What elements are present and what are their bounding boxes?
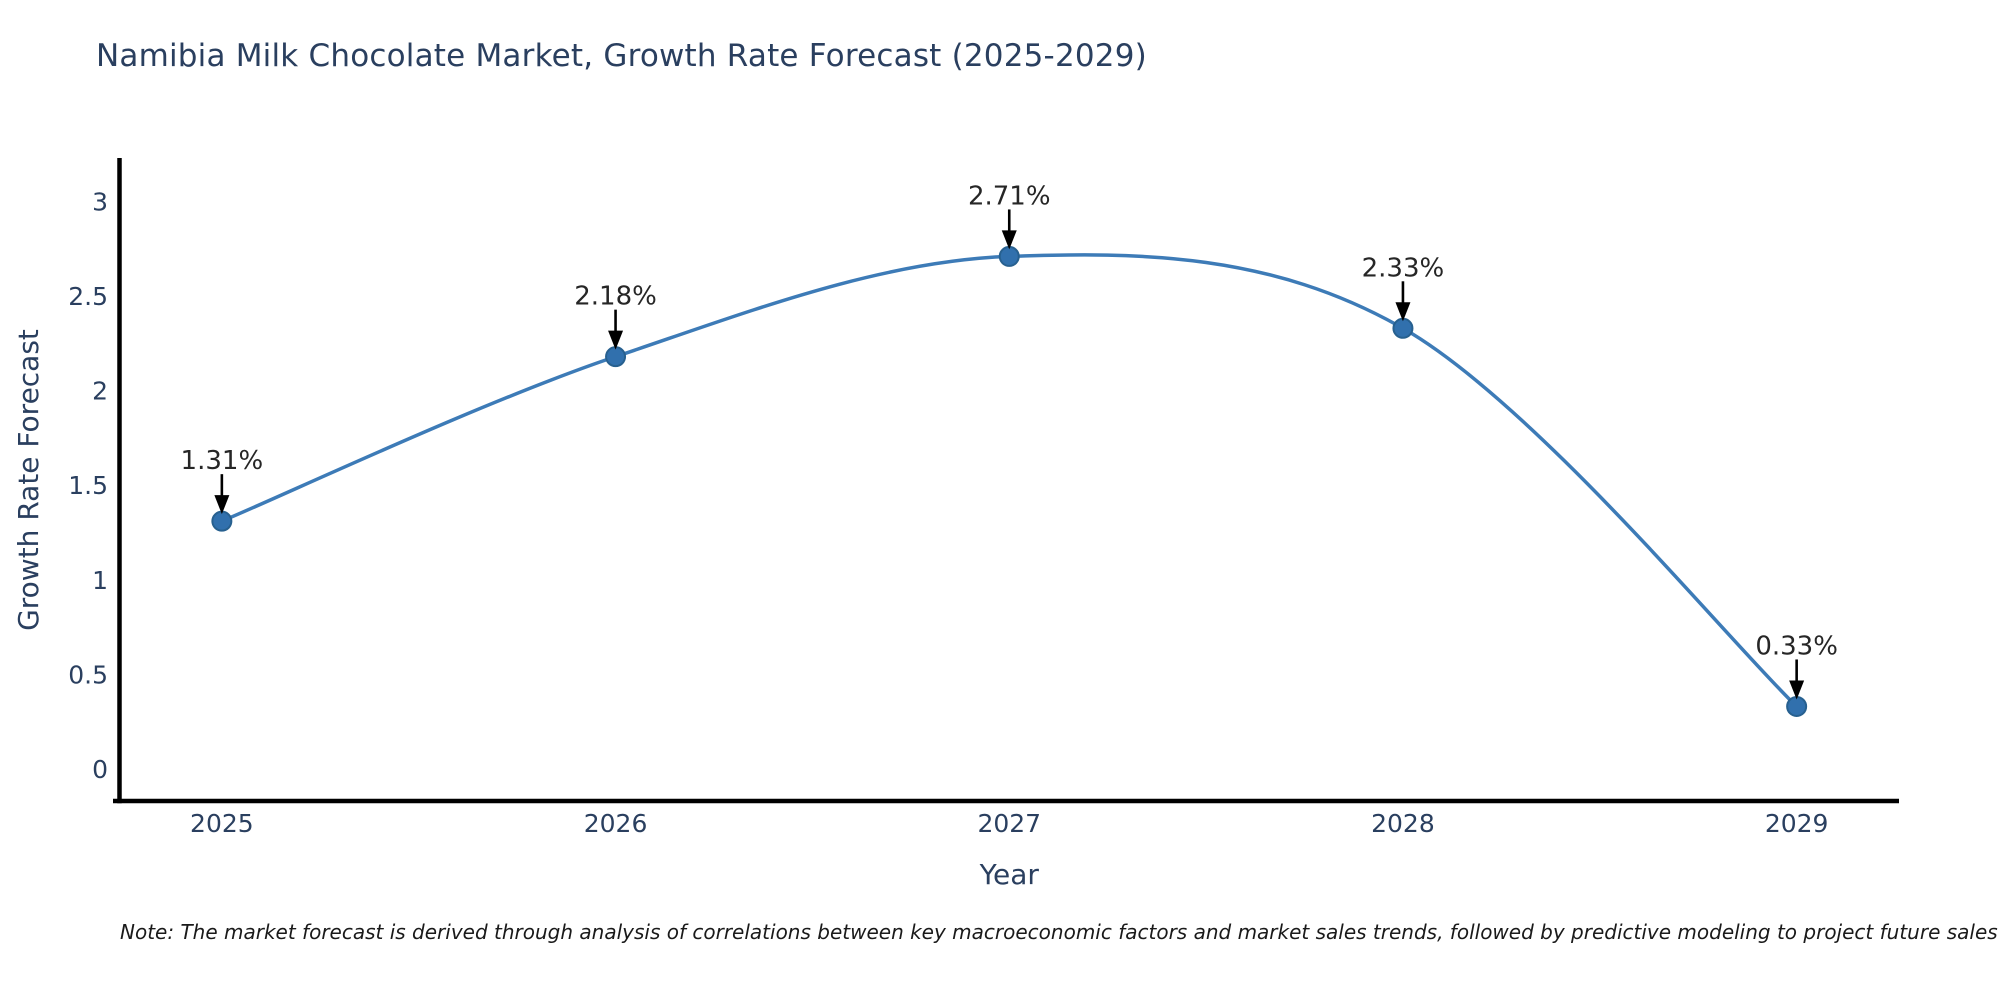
data-point-label: 2.18% <box>574 282 657 312</box>
y-axis-title: Growth Rate Forecast <box>12 329 45 631</box>
x-tick-label: 2026 <box>584 809 648 838</box>
annotation-arrow-head <box>608 330 624 350</box>
data-point <box>1786 695 1808 717</box>
annotation-arrow-head <box>1395 302 1411 322</box>
x-tick-label: 2027 <box>977 809 1041 838</box>
y-tick-label: 1.5 <box>68 471 108 500</box>
y-tick-label: 0 <box>92 755 108 784</box>
annotation-arrow-head <box>214 495 230 515</box>
y-tick-label: 0.5 <box>68 660 108 689</box>
y-tick-label: 3 <box>92 188 108 217</box>
data-point-label: 2.71% <box>968 181 1051 211</box>
annotation-arrow-head <box>1001 230 1017 250</box>
data-point <box>605 346 627 368</box>
y-tick-label: 1 <box>92 566 108 595</box>
data-point-label: 0.33% <box>1755 631 1838 661</box>
x-tick-label: 2025 <box>190 809 254 838</box>
data-point <box>211 510 233 532</box>
footnote: Note: The market forecast is derived thr… <box>120 920 1998 944</box>
data-point <box>998 245 1020 267</box>
x-axis-title: Year <box>979 858 1040 891</box>
y-tick-label: 2 <box>92 377 108 406</box>
data-point-label: 1.31% <box>181 446 264 476</box>
data-point <box>1392 317 1414 339</box>
forecast-line <box>220 253 1799 709</box>
chart-title: Namibia Milk Chocolate Market, Growth Ra… <box>96 38 1147 74</box>
y-tick-label: 2.5 <box>68 282 108 311</box>
annotation-arrow-head <box>1789 680 1805 700</box>
x-tick-label: 2028 <box>1371 809 1435 838</box>
x-tick-label: 2029 <box>1765 809 1829 838</box>
data-point-label: 2.33% <box>1362 253 1445 283</box>
